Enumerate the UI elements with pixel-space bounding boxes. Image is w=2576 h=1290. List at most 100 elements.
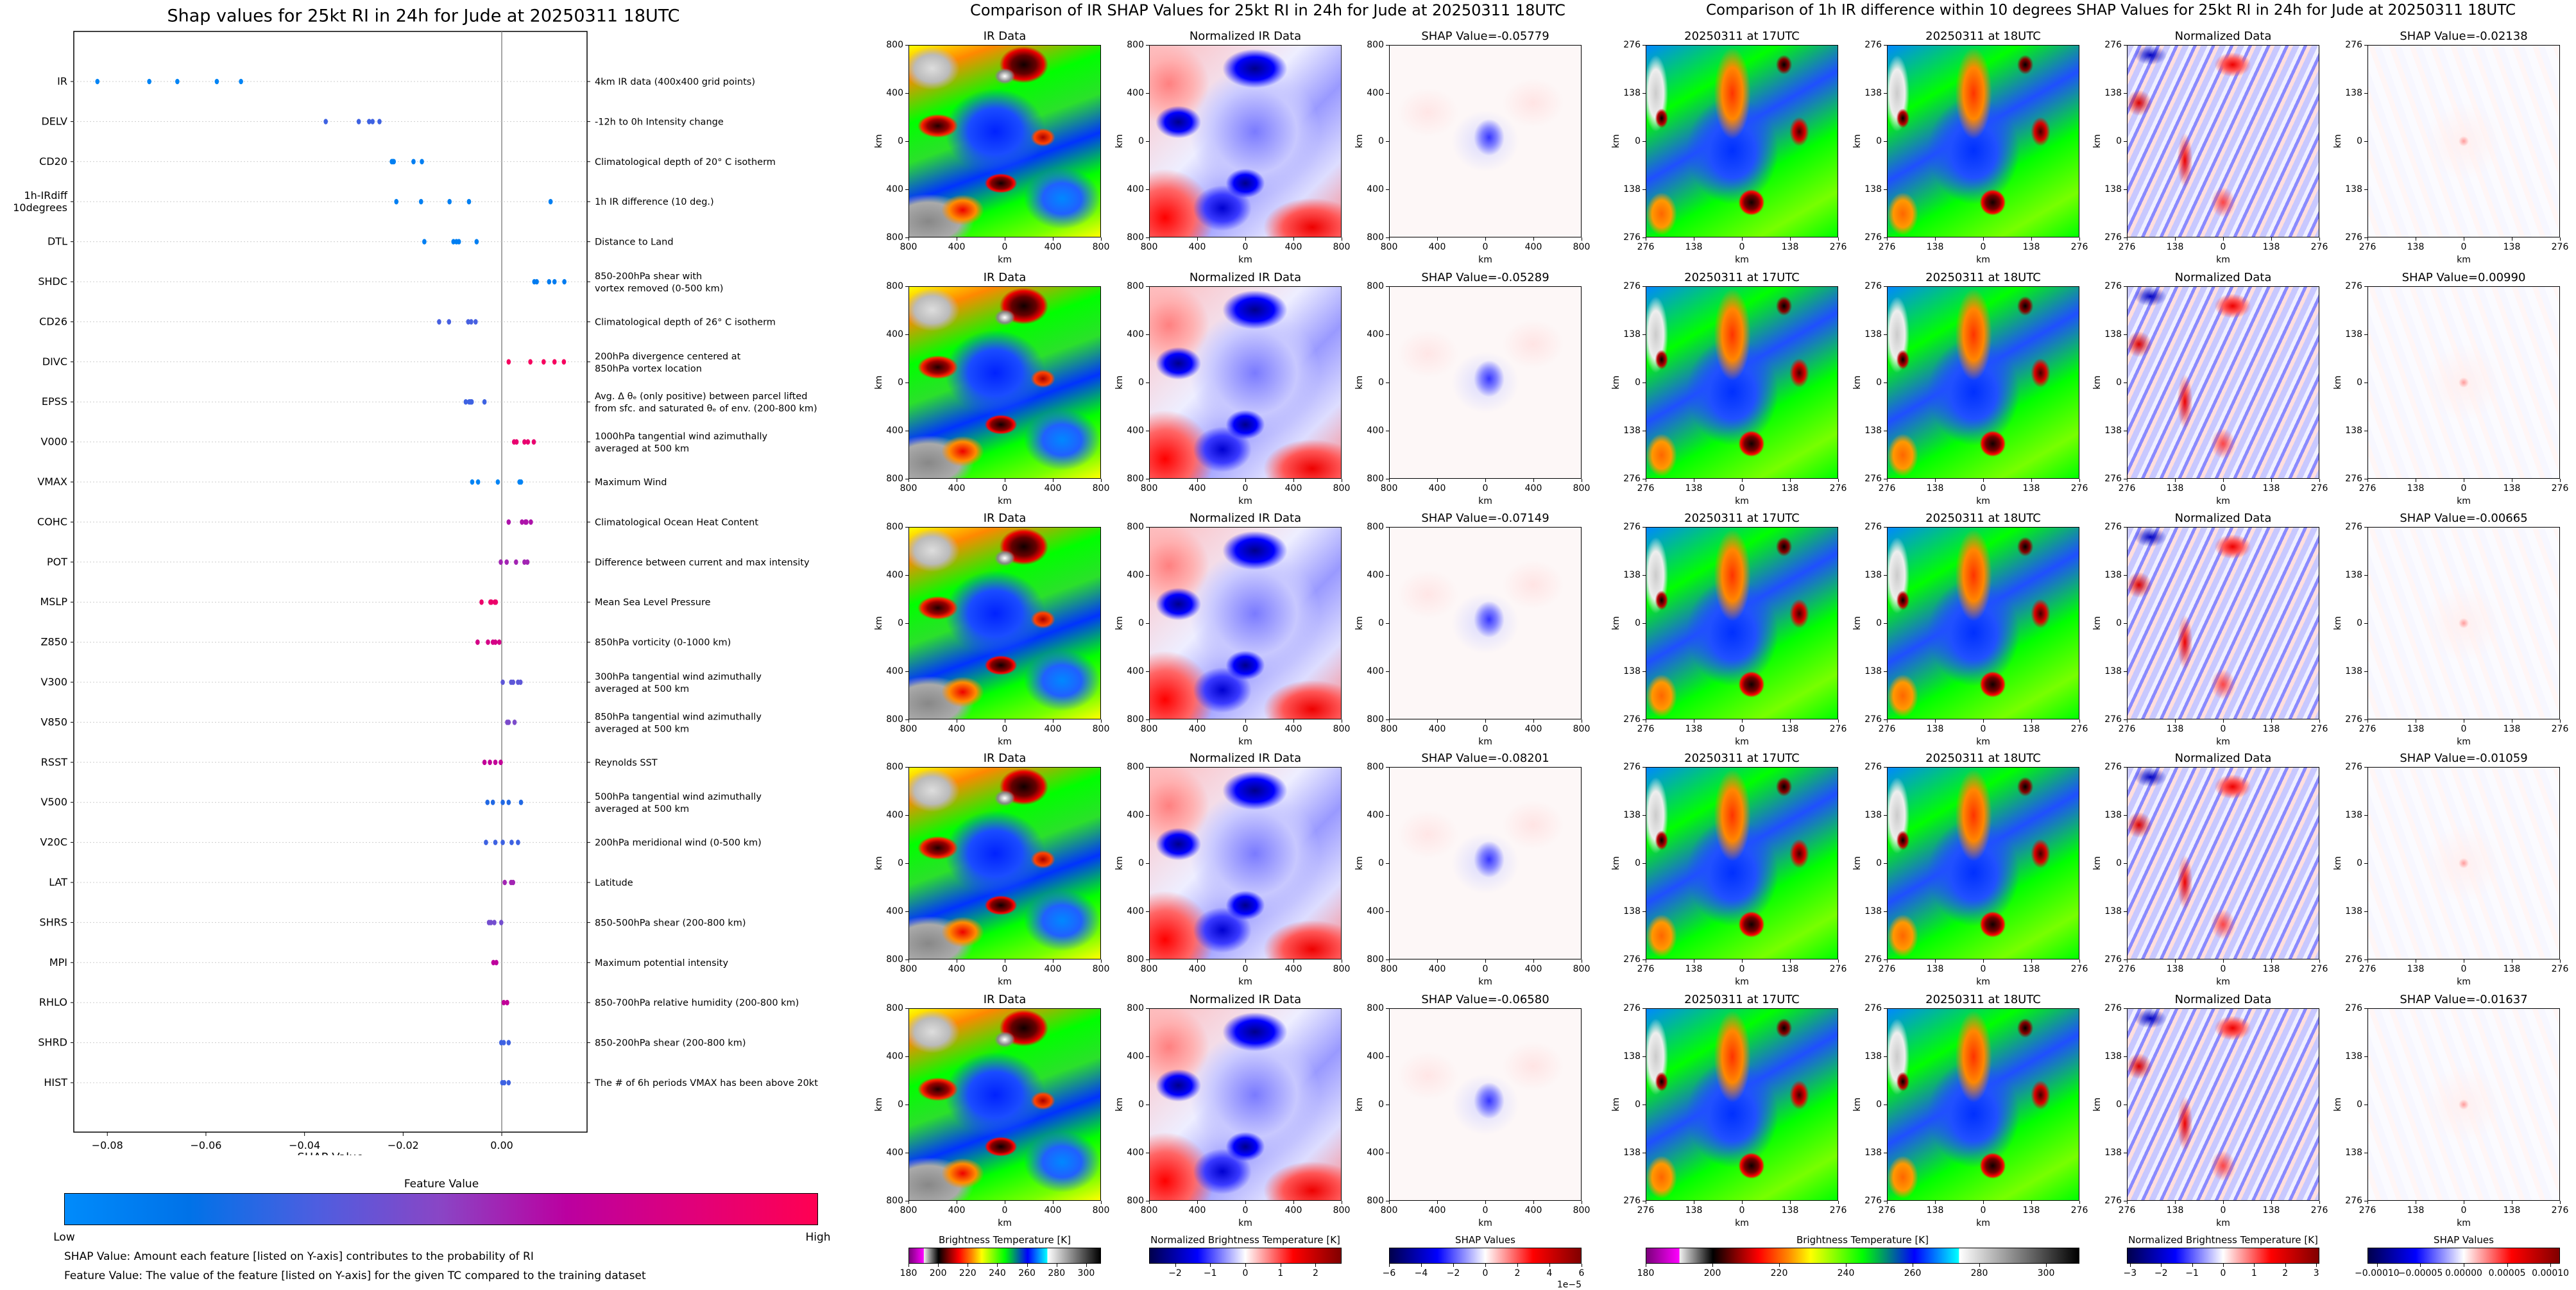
y-tick-label: 276 <box>2104 714 2122 725</box>
colorbar-tick <box>2507 1264 2508 1267</box>
y-tick <box>1884 1008 1887 1009</box>
y-tick-label: 276 <box>2345 40 2362 50</box>
x-tick <box>1887 237 1888 241</box>
y-tick <box>2124 527 2127 528</box>
x-axis-label: km <box>998 1218 1012 1228</box>
x-tick <box>1983 719 1984 723</box>
x-tick <box>2367 1201 2368 1204</box>
y-tick-label: 138 <box>2104 906 2122 916</box>
panel-title: 20250311 at 17UTC <box>1684 30 1800 43</box>
x-axis-label: km <box>1478 496 1492 506</box>
y-tick-label: 138 <box>1623 329 1641 340</box>
y-tick <box>1386 189 1389 190</box>
y-tick <box>905 93 908 94</box>
x-tick <box>908 479 909 482</box>
x-tick-label: 276 <box>1637 1205 1655 1216</box>
y-tick <box>1146 45 1149 46</box>
shap-point <box>377 119 382 125</box>
y-tick <box>2364 767 2367 768</box>
x-axis-label: km <box>1735 1218 1749 1228</box>
heatmap-panel-norm <box>1149 286 1342 479</box>
y-tick-label: 400 <box>1367 906 1384 916</box>
x-tick <box>2127 237 2128 241</box>
x-tick-label: 0 <box>1739 242 1745 252</box>
x-tick-label: 800 <box>1573 242 1591 252</box>
x-tick <box>1245 479 1246 482</box>
y-tick-label: 0 <box>1138 1099 1144 1110</box>
y-tick <box>1642 1056 1646 1057</box>
y-tick-label: 0 <box>1876 1099 1882 1110</box>
x-tick-label: 800 <box>1140 724 1158 734</box>
shap-point <box>485 799 490 805</box>
x-tick <box>1533 479 1534 482</box>
y-tick-label: 400 <box>1367 184 1384 194</box>
shap-point <box>394 198 399 205</box>
shap-point <box>482 399 487 405</box>
y-axis-label: km <box>2092 1097 2103 1112</box>
y-tick <box>1642 719 1646 720</box>
heatmap-panel-shapm <box>1389 767 1582 959</box>
x-tick-label: 400 <box>948 242 966 252</box>
shap-point <box>524 519 529 525</box>
colorbar-tick <box>1979 1264 1980 1267</box>
x-tick <box>1790 479 1791 482</box>
x-tick-label: 138 <box>1781 724 1799 734</box>
x-tick <box>2079 237 2080 241</box>
shap-point <box>499 759 503 766</box>
panel-title: IR Data <box>983 30 1027 43</box>
y-tick-label: 276 <box>2345 954 2362 965</box>
feature-description: 300hPa tangential wind azimuthally averag… <box>595 672 762 694</box>
y-tick <box>905 959 908 960</box>
x-tick-label: 138 <box>1685 724 1703 734</box>
x-tick-label: 800 <box>1092 242 1110 252</box>
colorbar-tick-label: 240 <box>989 1268 1006 1278</box>
x-tick-label: 800 <box>1092 483 1110 494</box>
x-tick-label: 276 <box>1829 1205 1847 1216</box>
feature-label: DELV <box>41 115 67 127</box>
y-tick-label: 800 <box>1367 232 1384 243</box>
x-tick-label: −0.02 <box>388 1139 419 1151</box>
y-axis-label: km <box>1354 856 1365 870</box>
colorbar-tick <box>1027 1264 1028 1267</box>
x-tick-label: 0 <box>1002 483 1008 494</box>
x-tick <box>1790 237 1791 241</box>
colorbar-tick-label: 2 <box>2282 1268 2289 1278</box>
shap-point <box>506 519 511 525</box>
heatmap-panel-norm <box>1149 1008 1342 1201</box>
x-tick-label: 400 <box>1188 964 1206 974</box>
heatmap-panel-ir2 <box>1887 767 2079 959</box>
x-tick-label: 800 <box>1380 483 1398 494</box>
y-axis-label: km <box>1114 134 1125 148</box>
colorbar-tick-label: −1 <box>1203 1268 1217 1278</box>
y-tick-label: 0 <box>1876 618 1882 628</box>
y-tick-label: 800 <box>1127 281 1144 291</box>
colorbar-tick-label: 1 <box>2251 1268 2257 1278</box>
y-tick <box>1146 575 1149 576</box>
x-tick-label: 400 <box>1044 483 1062 494</box>
y-tick <box>1386 527 1389 528</box>
heatmap-panel-ir2 <box>1646 527 1838 719</box>
y-tick <box>1884 767 1887 768</box>
x-tick-label: 0 <box>1242 242 1249 252</box>
heatmap-panel-shap2 <box>2367 286 2560 479</box>
x-tick <box>1742 237 1743 241</box>
y-axis-label: km <box>1852 856 1863 870</box>
x-tick-label: 0 <box>1980 1205 1986 1216</box>
shap-point <box>418 198 423 205</box>
x-tick-label: 138 <box>2166 964 2184 974</box>
x-tick <box>1437 959 1438 963</box>
y-tick <box>905 334 908 335</box>
y-axis-label: km <box>874 616 884 630</box>
x-tick-label: −0.04 <box>289 1139 320 1151</box>
x-tick-label: 400 <box>1284 242 1302 252</box>
y-tick-label: 800 <box>1127 762 1144 772</box>
x-tick <box>2271 237 2272 241</box>
y-tick <box>905 45 908 46</box>
y-tick <box>2364 45 2367 46</box>
colorbar-label: Normalized Brightness Temperature [K] <box>2128 1234 2318 1246</box>
x-tick-label: 138 <box>1926 242 1944 252</box>
feature-label: POT <box>47 556 67 568</box>
y-tick-label: 0 <box>1635 1099 1641 1110</box>
y-tick <box>2124 671 2127 672</box>
x-tick <box>2079 719 2080 723</box>
